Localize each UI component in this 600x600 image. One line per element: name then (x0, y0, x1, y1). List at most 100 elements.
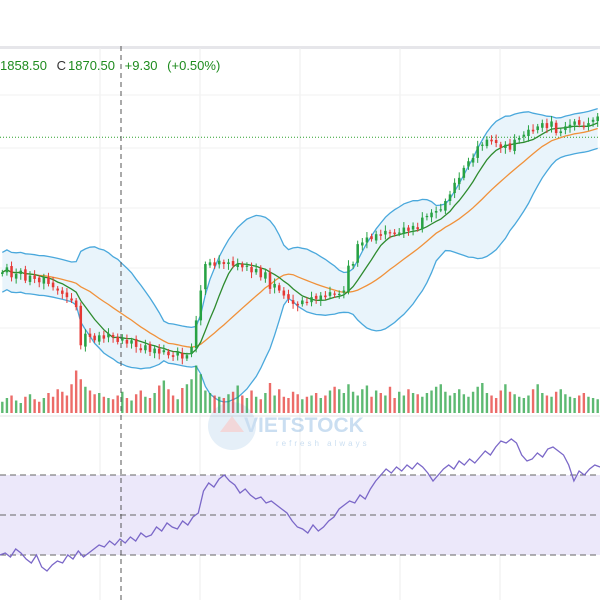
volume-bar (328, 390, 332, 413)
candle-body (19, 270, 23, 274)
candle-body (74, 300, 78, 308)
candle-body (388, 232, 392, 234)
candle-body (65, 292, 69, 298)
watermark-logo-icon (208, 402, 256, 450)
volume-bar (47, 393, 50, 413)
volume-bar (296, 394, 299, 413)
candle-body (554, 122, 558, 134)
candle-body (421, 217, 424, 230)
candle-body (384, 230, 387, 235)
volume-bar (596, 399, 599, 413)
volume-bar (88, 390, 92, 413)
volume-bar (291, 391, 295, 413)
volume-bar (310, 395, 313, 413)
candle-body (204, 264, 207, 290)
bollinger-upper (1, 107, 598, 329)
candle-body (28, 275, 32, 282)
candle-body (467, 161, 470, 167)
volume-bar (231, 391, 235, 413)
volume-bar (508, 391, 512, 413)
candle-body (559, 131, 563, 134)
candle-body (462, 167, 466, 178)
candle-body (222, 262, 226, 265)
volume-bar (531, 389, 535, 413)
candle-body (291, 300, 295, 304)
ohlc-readout: 1858.50 C 1870.50 +9.30 (+0.50%) (0, 58, 226, 73)
volume-bar (338, 389, 341, 413)
candle-body (254, 269, 258, 273)
volume-bar (388, 386, 392, 413)
volume-bar (176, 399, 179, 413)
volume-bar (204, 390, 207, 413)
candle-body (121, 338, 124, 341)
candle-body (259, 267, 263, 278)
candle-body (157, 348, 161, 354)
candle-body (508, 143, 512, 150)
candle-body (51, 282, 55, 288)
candle-body (471, 157, 475, 163)
candle-body (33, 275, 36, 279)
candle-body (434, 210, 438, 213)
candle-body (457, 177, 461, 185)
volume-bar (550, 396, 553, 413)
volume-bar (444, 391, 447, 413)
volume-bar (227, 394, 230, 413)
candle-body (545, 123, 549, 129)
candle-body (411, 225, 415, 230)
candle-body (550, 121, 553, 127)
candle-body (577, 120, 581, 125)
candle-body (167, 351, 170, 356)
candle-body (47, 277, 50, 284)
volume-bar (139, 390, 142, 413)
volume-bar (144, 396, 147, 413)
volume-bar (278, 389, 281, 413)
volume-bar (379, 393, 382, 413)
volume-bar (564, 394, 567, 413)
candle-body (213, 262, 216, 266)
volume-bar (19, 403, 22, 413)
volume-bar (1, 401, 4, 413)
candlesticks (1, 112, 599, 365)
candle-body (144, 345, 147, 351)
volume-bar (38, 401, 41, 413)
volume-bar (56, 389, 59, 413)
volume-bar (319, 398, 322, 413)
candle-body (305, 301, 309, 304)
volume-bar (33, 399, 36, 413)
candle-body (379, 234, 383, 236)
candle-body (56, 288, 59, 291)
bollinger-lower (1, 147, 598, 403)
candle-body (490, 139, 493, 142)
volume-bar (393, 398, 396, 413)
candle-body (217, 260, 221, 265)
volume-bar (568, 396, 572, 413)
volume-bar (282, 396, 286, 413)
volume-bar (254, 396, 258, 413)
volume-bar (536, 384, 539, 413)
volume-bar (98, 393, 101, 413)
volume-bar (453, 393, 456, 413)
candle-body (264, 272, 267, 279)
volume-bar (167, 389, 170, 413)
candle-body (84, 333, 87, 347)
volume-bar (65, 395, 69, 413)
candle-body (42, 277, 46, 284)
volume-bar (527, 395, 530, 413)
volume-bar (370, 396, 373, 413)
candle-body (351, 264, 355, 266)
volume-bar (301, 399, 304, 413)
volume-bar (448, 395, 452, 413)
candle-body (176, 351, 179, 356)
volume-bar (208, 393, 212, 413)
volume-bar (324, 395, 327, 413)
candle-body (241, 264, 244, 268)
volume-bar (384, 395, 387, 413)
candle-body (494, 140, 498, 143)
candle-body (282, 290, 286, 296)
change-percent: (+0.50%) (167, 58, 221, 73)
candle-body (531, 129, 535, 132)
volume-bar (194, 365, 198, 413)
volume-bar (430, 390, 433, 413)
watermark-brand: VIETSTOCK (244, 414, 364, 437)
